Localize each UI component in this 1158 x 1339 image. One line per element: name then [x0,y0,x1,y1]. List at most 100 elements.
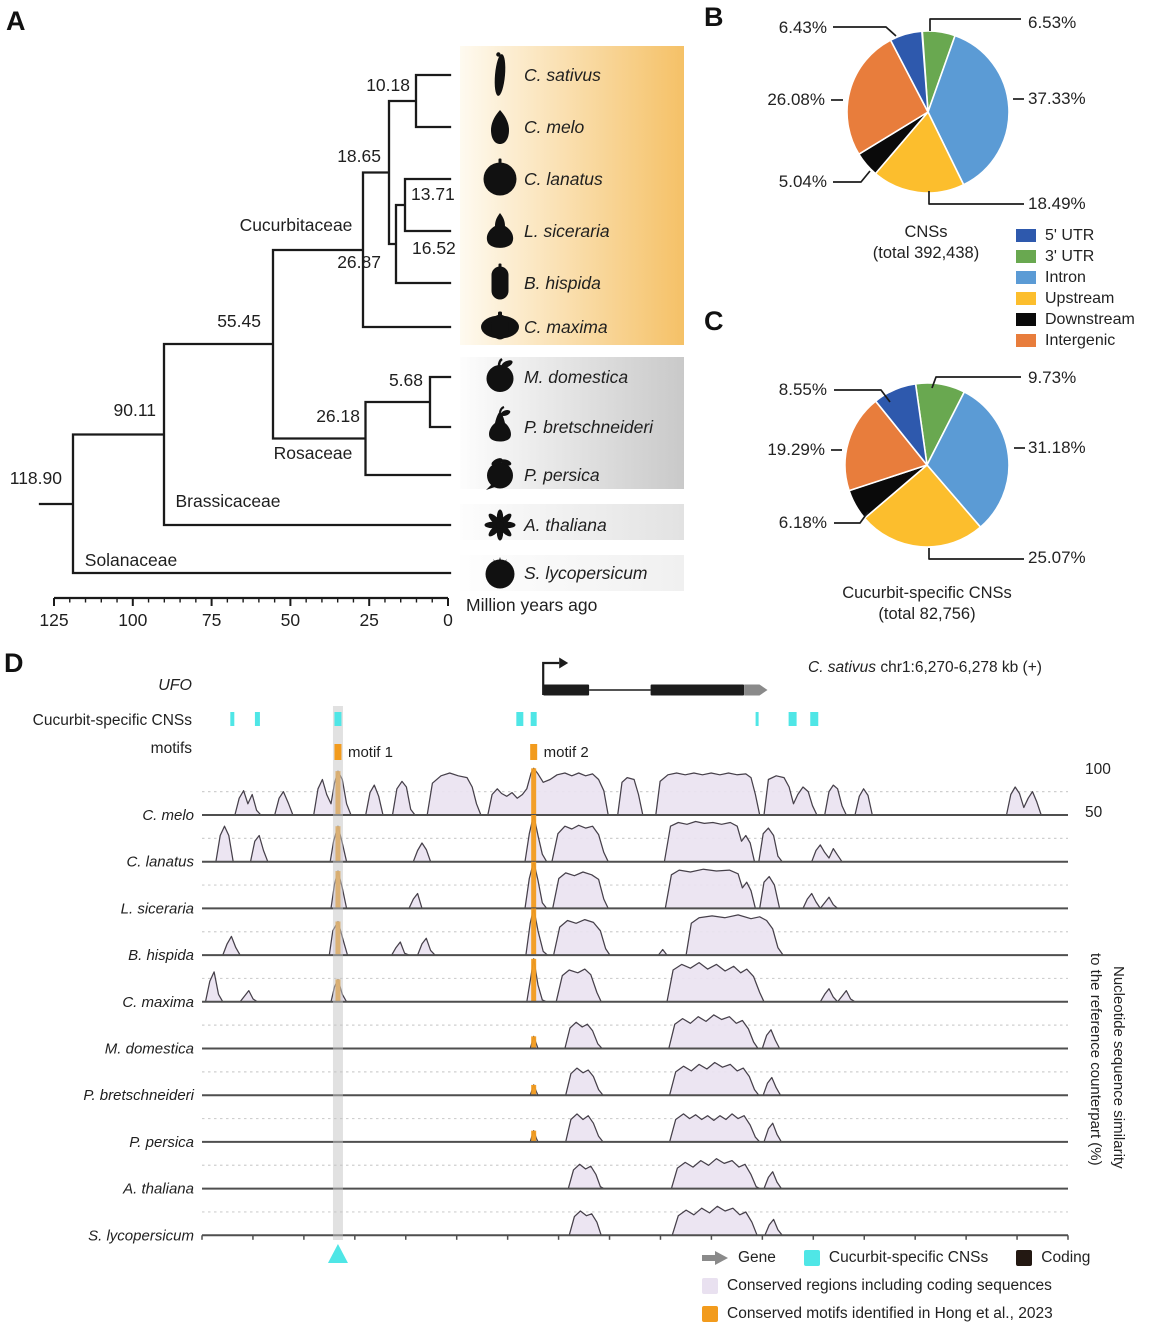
legend-label: Gene [738,1249,776,1266]
pie-b-slice-label: 6.43% [778,18,827,37]
conservation-area [530,1113,782,1142]
pie-c-slice-label: 25.07% [1028,548,1086,567]
motif-label: motif 1 [348,744,393,761]
divergence-time: 18.65 [337,146,381,166]
cucurbitaceae-highlight-box [460,46,684,345]
motif-bar [531,768,537,815]
family-label-brassicaceae: Brassicaceae [175,491,280,511]
pie-slice-intergenic [844,400,928,492]
bottle-gourd-icon [486,213,514,248]
species-label: S. lycopersicum [524,563,648,583]
motif-bar [335,871,341,909]
species-label: C. maxima [524,317,608,337]
time-axis [53,596,449,606]
species-label: P. bretschneideri [524,417,654,437]
species-label: A. thaliana [523,515,607,535]
conservation-contour [204,958,856,1003]
divergence-time: 26.87 [337,252,381,272]
yaxis-bottom-label: 50 [1085,804,1103,821]
peach-icon [486,458,513,490]
pumpkin-icon [481,311,519,340]
pie-slice-upstream [863,464,982,548]
legend-swatch-icon [803,1250,820,1266]
cns-mark [334,712,342,726]
d-legend-row-3: Conserved motifs identified in Hong et a… [702,1305,1081,1323]
track-species-label: P. bretschneideri [83,1087,194,1104]
species-label: C. sativus [524,65,601,85]
gene-exon1 [543,684,590,696]
axis-tick-label: 125 [39,610,68,630]
tss-arrowhead-icon [559,657,569,669]
legend-label: Cucurbit-specific CNSs [828,1249,989,1266]
motif-mark [530,744,538,760]
conservation-area [234,768,1042,815]
d-legend-item: Cucurbit-specific CNSs [803,1249,989,1267]
track-species-label: A. thaliana [122,1181,194,1198]
conservation-contour [529,1113,782,1143]
conservation-area [222,908,784,956]
species-label: M. domestica [524,367,628,387]
tomato-icon [485,557,515,589]
yaxis-title-line1: Nucleotide sequence similarity [1110,966,1127,1169]
motif-bar [531,861,537,909]
pie-c-slice-label: 31.18% [1028,438,1086,457]
reference-species: C. sativus [808,659,877,676]
conservation-area [568,1158,782,1189]
pie-slice-intron [926,391,1010,528]
pie-slice-intergenic [846,39,929,155]
gene-exon2 [650,684,745,696]
legend-label: 3' UTR [1045,247,1095,265]
panel-d-label: D [4,648,24,678]
gene-arrow-icon [702,1251,728,1265]
pie-c-title: Cucurbit-specific CNSs [842,584,1012,602]
legend-swatch-icon [1016,229,1036,242]
conservation-contour [234,767,1042,816]
motif-bar [531,1084,537,1096]
phylogenetic-tree: 10.18 18.65 13.71 16.52 26.87 55.45 5.68… [10,46,684,630]
pie-legend-item: Intergenic [1016,330,1135,351]
pie-legend-item: 3' UTR [1016,246,1135,267]
legend-label: Coding [1041,1249,1091,1266]
divergence-time: 90.11 [114,400,157,420]
axis-tick-label: 0 [443,610,453,630]
track-species-label: L. siceraria [121,900,194,917]
panel-c-label: C [704,306,724,336]
legend-label: Conserved regions including coding seque… [727,1277,1052,1294]
pie-legend-item: 5' UTR [1016,225,1135,246]
legend-label: 5' UTR [1045,226,1095,244]
pie-b-slice-label: 26.08% [767,90,825,109]
reference-locus-label: C. sativus chr1:6,270-6,278 kb (+) [808,659,1042,677]
divergence-time: 13.71 [411,184,455,204]
divergence-time: 55.45 [217,311,261,331]
motifs-row-label: motifs [150,740,192,757]
melon-icon [491,110,509,144]
legend-swatch-icon [1016,292,1036,305]
motif1-highlight-band [332,706,343,1240]
cns-mark [254,712,260,726]
gene-name-label: UFO [158,677,192,694]
d-legend-item: Gene [702,1249,776,1267]
legend-swatch-icon [1016,1250,1033,1266]
motif-bar [335,771,341,815]
legend-label: Conserved motifs identified in Hong et a… [727,1305,1053,1322]
divergence-time: 16.52 [412,238,456,258]
conservation-contour [567,1158,782,1190]
pie-c-slice-label: 19.29% [767,440,825,459]
legend-label: Intergenic [1045,331,1116,349]
motif-bar [531,815,537,862]
conservation-area [215,815,842,862]
pie-legend-item: Intron [1016,267,1135,288]
cns-mark [530,712,537,726]
conservation-area [530,1014,780,1049]
legend-label: Upstream [1045,289,1115,307]
pie-c-slice-label: 8.55% [778,380,827,399]
conservation-contour [215,814,843,863]
conservation-contour [529,1061,782,1096]
pie-b-slice-label: 37.33% [1028,89,1086,108]
watermelon-icon [483,158,517,196]
pie-b-title: CNSs [904,223,948,241]
track-species-label: M. domestica [105,1041,194,1058]
legend-label: Downstream [1045,310,1135,328]
track-species-label: C. maxima [122,994,194,1011]
rosette-icon [484,509,516,541]
